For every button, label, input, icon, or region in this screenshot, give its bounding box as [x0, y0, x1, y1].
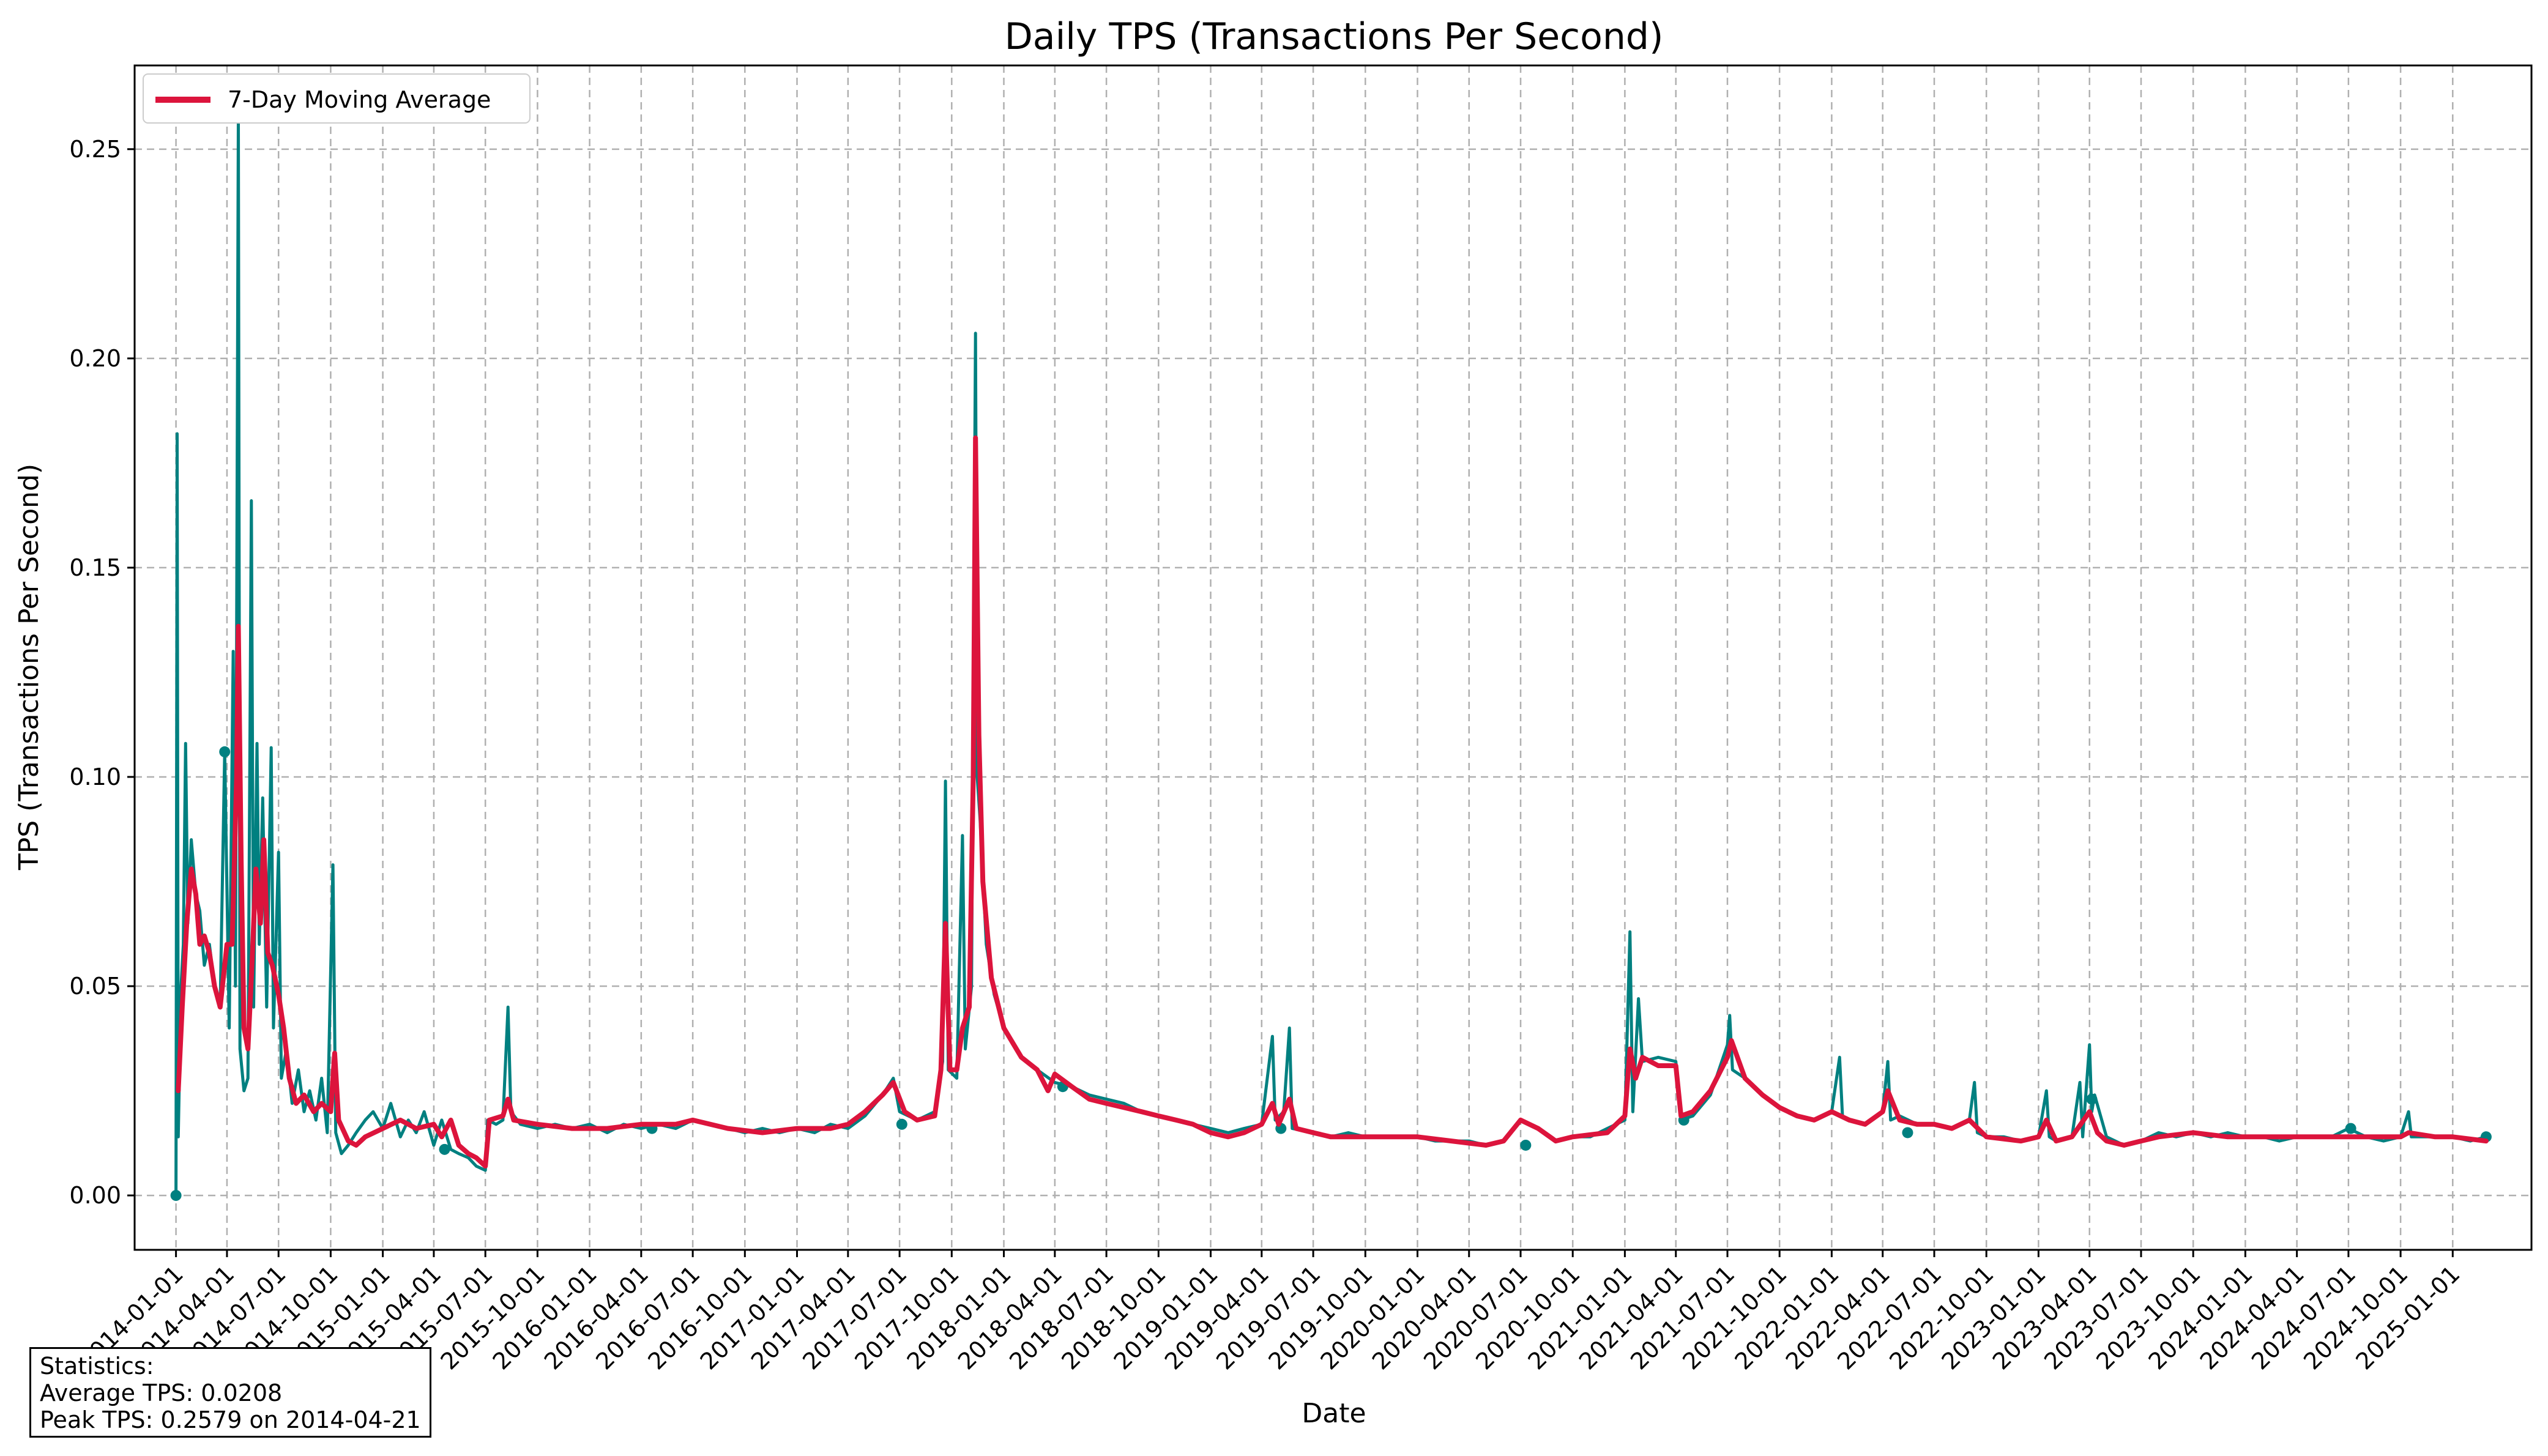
stats-average: Average TPS: 0.0208	[40, 1380, 283, 1406]
y-tick-label: 0.00	[69, 1182, 121, 1209]
x-axis-label: Date	[1302, 1398, 1366, 1429]
x-gridlines	[175, 65, 2454, 1250]
stats-heading: Statistics:	[40, 1353, 154, 1380]
y-axis-label: TPS (Transactions Per Second)	[13, 464, 45, 871]
stats-peak: Peak TPS: 0.2579 on 2014-04-21	[40, 1406, 421, 1433]
legend-box	[143, 73, 531, 124]
daily-tps-marker	[439, 1143, 450, 1155]
legend-label-moving-average: 7-Day Moving Average	[228, 86, 491, 113]
statistics-box: Statistics: Average TPS: 0.0208 Peak TPS…	[29, 1347, 431, 1438]
daily-tps-marker	[219, 746, 231, 757]
y-tick-label: 0.10	[69, 763, 121, 790]
moving-average-line	[176, 435, 2489, 1169]
daily-tps-marker	[1902, 1127, 1913, 1138]
daily-tps-marker	[170, 1190, 182, 1202]
y-axis: 0.00 0.05 0.10 0.15 0.20 0.25	[69, 136, 135, 1209]
y-tick-label: 0.20	[69, 345, 121, 372]
plot-area	[133, 64, 2533, 1251]
y-tick-label: 0.25	[69, 136, 121, 163]
legend: 7-Day Moving Average	[143, 73, 531, 124]
y-tick-label: 0.15	[69, 554, 121, 581]
chart-title: Daily TPS (Transactions Per Second)	[1005, 15, 1664, 58]
plot-frame	[133, 64, 2533, 1251]
daily-tps-marker	[2086, 1093, 2098, 1105]
daily-tps-marker	[2345, 1123, 2356, 1134]
series-layer	[170, 114, 2492, 1202]
daily-tps-marker	[1520, 1139, 1532, 1151]
y-gridlines	[135, 148, 2531, 1197]
daily-tps-marker	[896, 1118, 907, 1130]
daily-tps-line	[174, 114, 2487, 1196]
x-axis: 2014-01-012014-04-012014-07-012014-10-01…	[74, 1250, 2465, 1375]
y-tick-label: 0.05	[69, 973, 121, 1000]
